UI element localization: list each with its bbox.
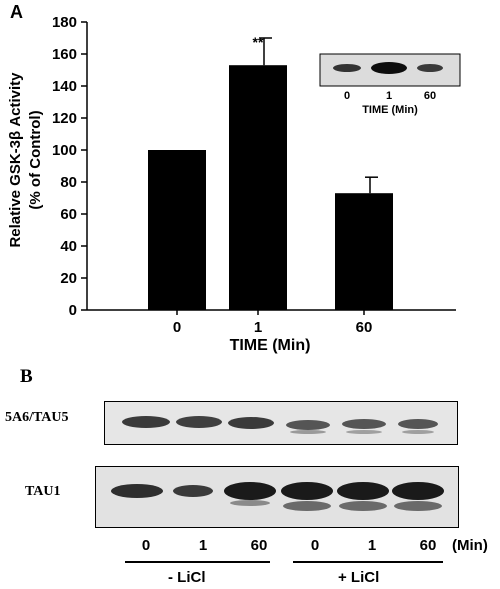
inset-x-axis-label: TIME (Min) [362,104,418,116]
y-tick-label: 0 [69,302,77,319]
bar [148,150,206,310]
x-tick-label: 60 [356,319,373,336]
panel-b-letter: B [20,366,33,387]
blot-top [104,401,458,445]
x-axis-label: TIME (Min) [230,337,311,354]
lane-label: 1 [198,537,208,554]
lane-label: 60 [419,537,437,554]
bar [335,193,393,310]
blot-top-band [228,417,274,429]
blot-top-faint-band [402,430,434,434]
group-plus-label: + LiCl [338,569,380,586]
y-tick-label: 80 [60,174,77,191]
lane-label: 0 [141,537,151,554]
inset-lane-label: 1 [386,90,392,102]
inset-lane-label: 60 [424,90,436,102]
lane-label: 1 [367,537,377,554]
lane-label: 0 [310,537,320,554]
blot-bottom-band [224,482,276,500]
blot-bottom-band [337,482,389,500]
blot-bottom-band [392,482,444,500]
inset-band-1 [371,62,407,74]
y-tick-label: 160 [52,46,77,63]
x-tick-label: 0 [173,319,181,336]
blot-bottom-faint-band [339,501,387,511]
blot-bottom-faint-band [283,501,331,511]
blot-bottom-label: TAU1 [25,484,61,499]
blot-top-faint-band [290,430,326,434]
blot-top-band [122,416,170,428]
bar [229,65,287,310]
unit-label: (Min) [452,537,488,554]
chart-x-ticks: 0 1 60 [173,310,373,336]
blot-bottom-frame [95,466,459,528]
blot-top-band [176,416,222,428]
y-tick-label: 60 [60,206,77,223]
blot-top-band [398,419,438,429]
blot-top-band [342,419,386,429]
inset-lane-label: 0 [344,90,350,102]
inset-blot: 0 1 60 TIME (Min) [319,53,461,116]
x-tick-label: 1 [254,319,262,336]
group-minus-label: - LiCl [168,569,206,586]
y-tick-label: 20 [60,270,77,287]
inset-band-0 [333,64,361,72]
inset-band-60 [417,64,443,72]
blot-bottom-faint-band [394,501,442,511]
significance-marker: ** [253,34,264,50]
panel-a-letter: A [10,2,23,22]
y-tick-label: 120 [52,110,77,127]
blot-bottom-band [111,484,163,498]
blot-bottom-band [281,482,333,500]
y-tick-label: 140 [52,78,77,95]
lane-label: 60 [250,537,268,554]
group-minus-line [125,561,270,563]
blot-top-faint-band [346,430,382,434]
bar-chart: Relative GSK-3β Activity (% of Control) … [7,14,461,354]
y-tick-label: 100 [52,142,77,159]
blot-bottom-faint-band [230,500,270,506]
blot-bottom [95,466,459,528]
y-axis-label-line1: Relative GSK-3β Activity [7,72,24,248]
group-plus-line [293,561,443,563]
chart-bars [148,37,393,310]
y-tick-label: 40 [60,238,77,255]
y-axis-label-line2: (% of Control) [27,110,44,209]
blot-top-band [286,420,330,430]
blot-bottom-band [173,485,213,497]
blot-top-label: 5A6/TAU5 [5,410,69,425]
y-tick-label: 180 [52,14,77,31]
